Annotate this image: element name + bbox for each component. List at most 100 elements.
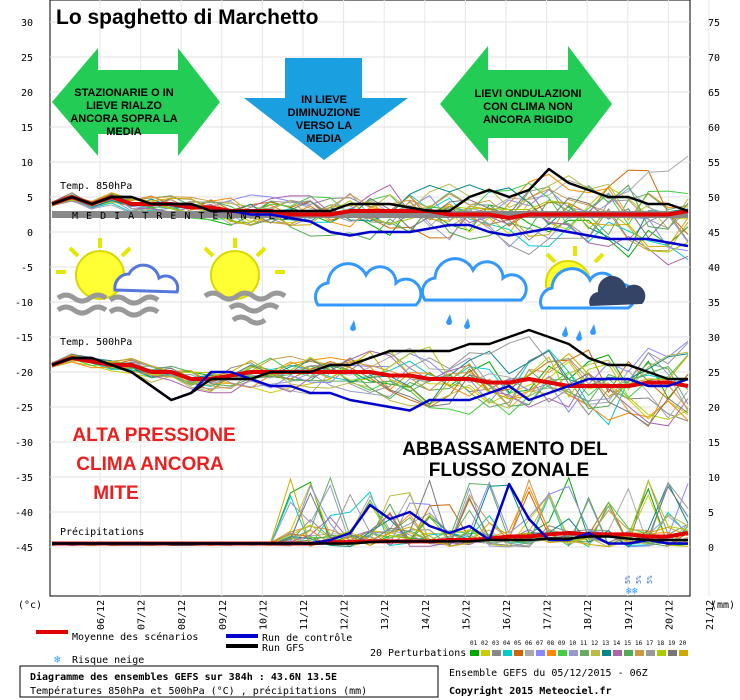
y-right-tick: 60 <box>708 123 720 134</box>
perturbation-number: 13 <box>602 640 610 647</box>
high-pressure-line: MITE <box>93 483 138 504</box>
ensemble-member-t850 <box>51 184 689 266</box>
snowflake-legend-icon: ❄ <box>54 653 61 666</box>
arrow-down-annotation: IN LIEVE DIMINUZIONE VERSO LA MEDIA <box>244 58 408 160</box>
series-gfs-t500 <box>51 328 688 402</box>
arrow-down-text: IN LIEVE DIMINUZIONE VERSO LA MEDIA <box>288 94 361 145</box>
arrow-left-text: STAZIONARIE O IN LIEVE RIALZO ANCORA SOPRA… <box>70 87 177 138</box>
perturbation-number: 19 <box>668 640 676 647</box>
ensemble-member-t850 <box>51 173 689 228</box>
ensemble-member-t850 <box>51 188 689 252</box>
footer-box-line2: Températures 850hPa et 500hPa (°C) , pré… <box>30 685 367 697</box>
zonal-flow-line: ABBASSAMENTO DEL <box>402 439 608 460</box>
perturbation-swatch <box>613 650 622 656</box>
perturbation-number: 02 <box>481 640 489 647</box>
high-pressure-line: ALTA PRESSIONE <box>72 425 235 446</box>
x-tick-label: 11/12 <box>299 600 310 630</box>
y-right-tick: 40 <box>708 263 720 274</box>
perturbation-swatch <box>624 650 633 656</box>
y-left-tick: 0 <box>27 228 33 239</box>
legend-snow-label: Risque neige <box>72 655 144 666</box>
y-right-tick: 75 <box>708 18 720 29</box>
snow-pct-3: 5% <box>646 575 654 584</box>
perturbation-number: 18 <box>657 640 665 647</box>
perturbation-swatch <box>481 650 490 656</box>
ensemble-member-t500 <box>51 350 689 427</box>
y-left-tick: 30 <box>21 18 33 29</box>
y-right-tick: 5 <box>708 508 714 519</box>
x-tick-label: 12/12 <box>340 600 351 630</box>
snow-pct-1: 5% <box>624 575 632 584</box>
perturbation-swatch <box>569 650 578 656</box>
arrow-right-text: LIEVI ONDULAZIONI CON CLIMA NON ANCORA RIG… <box>475 88 582 126</box>
high-pressure-annotation: ALTA PRESSIONE CLIMA ANCORA MITE <box>72 425 235 504</box>
x-tick-label: 14/12 <box>421 600 432 630</box>
panel-label-t850: Temp. 850hPa <box>60 181 132 192</box>
y-left-tick: -35 <box>15 473 33 484</box>
y-right-tick: 15 <box>708 438 720 449</box>
perturbation-swatch <box>591 650 600 656</box>
perturbation-number: 06 <box>525 640 533 647</box>
x-tick-label: 07/12 <box>137 600 148 630</box>
legend-gfs-label: Run GFS <box>262 643 304 654</box>
main-series <box>51 167 689 546</box>
snowflake-icon: ❄❄ <box>626 586 639 597</box>
perturbation-swatch <box>492 650 501 656</box>
y-right-tick: 35 <box>708 298 720 309</box>
x-axis: 06/12 07/12 08/12 09/12 10/12 11/12 12/12 13/12… <box>96 600 716 630</box>
x-tick-label: 18/12 <box>583 600 594 630</box>
ensemble-member-t500 <box>51 351 689 407</box>
mean-bar <box>52 211 688 218</box>
x-tick-label: 20/12 <box>664 600 675 630</box>
x-tick-label: 21/12 <box>705 600 716 630</box>
x-tick-label: 08/12 <box>177 600 188 630</box>
perturbation-number: 03 <box>492 640 500 647</box>
footer-box-line1: Diagramme des ensembles GEFS sur 384h : … <box>30 671 337 683</box>
legend-mean-label: Moyenne des scénarios <box>72 631 198 643</box>
panel-label-precip: Précipitations <box>60 526 144 538</box>
legend-control-label: Run de contrôle <box>262 632 352 644</box>
y-right-tick: 10 <box>708 473 720 484</box>
perturbation-number: 20 <box>679 640 687 647</box>
y-left-tick: 5 <box>27 193 33 204</box>
perturbation-number: 16 <box>635 640 643 647</box>
chart-title: Lo spaghetto di Marchetto <box>56 6 319 29</box>
perturbation-number: 17 <box>646 640 654 647</box>
arrow-left-annotation: STAZIONARIE O IN LIEVE RIALZO ANCORA SOPRA… <box>52 48 220 156</box>
arrow-down-icon <box>244 58 408 160</box>
y-right-tick: 65 <box>708 88 720 99</box>
perturbation-number: 09 <box>558 640 566 647</box>
perturbation-swatch <box>558 650 567 656</box>
y-left-tick: -40 <box>15 508 33 519</box>
y-left-tick: -15 <box>15 333 33 344</box>
y-left-tick: -45 <box>15 543 33 554</box>
x-tick-label: 10/12 <box>258 600 269 630</box>
sun-fog-icon-2 <box>203 238 287 326</box>
panel-label-t500: Temp. 500hPa <box>60 337 132 348</box>
perturbation-swatch <box>679 650 688 656</box>
y-right-tick: 20 <box>708 403 720 414</box>
perturbation-swatches: 01 02 03 04 05 06 07 08 09 10 11 12 13 14 15 16 17 18 19 20 <box>470 640 688 656</box>
ensemble-member-t500 <box>51 346 689 420</box>
x-tick-label: 16/12 <box>502 600 513 630</box>
x-tick-label: 09/12 <box>218 600 229 630</box>
perturbation-swatch <box>602 650 611 656</box>
y-left-tick: -25 <box>15 403 33 414</box>
legend-perturbations-label: 20 Perturbations <box>370 648 466 659</box>
series-mean-t500 <box>51 356 689 388</box>
y-right-tick: 45 <box>708 228 720 239</box>
x-tick-label: 15/12 <box>461 600 472 630</box>
y-right-tick: 25 <box>708 368 720 379</box>
cloud-rain-icon-2 <box>420 257 528 329</box>
footer-ensemble-run: Ensemble GEFS du 05/12/2015 - 06Z <box>449 668 648 679</box>
y-left-tick: -10 <box>15 298 33 309</box>
double-arrow-left-icon <box>52 48 220 156</box>
perturbation-number: 15 <box>624 640 632 647</box>
perturbation-swatch <box>668 650 677 656</box>
x-tick-label: 06/12 <box>96 600 107 630</box>
series-gfs-t850 <box>51 167 689 213</box>
cloud-rain-icon <box>313 262 423 331</box>
perturbation-swatch <box>525 650 534 656</box>
y-left-tick: 10 <box>21 158 33 169</box>
perturbation-swatch <box>503 650 512 656</box>
